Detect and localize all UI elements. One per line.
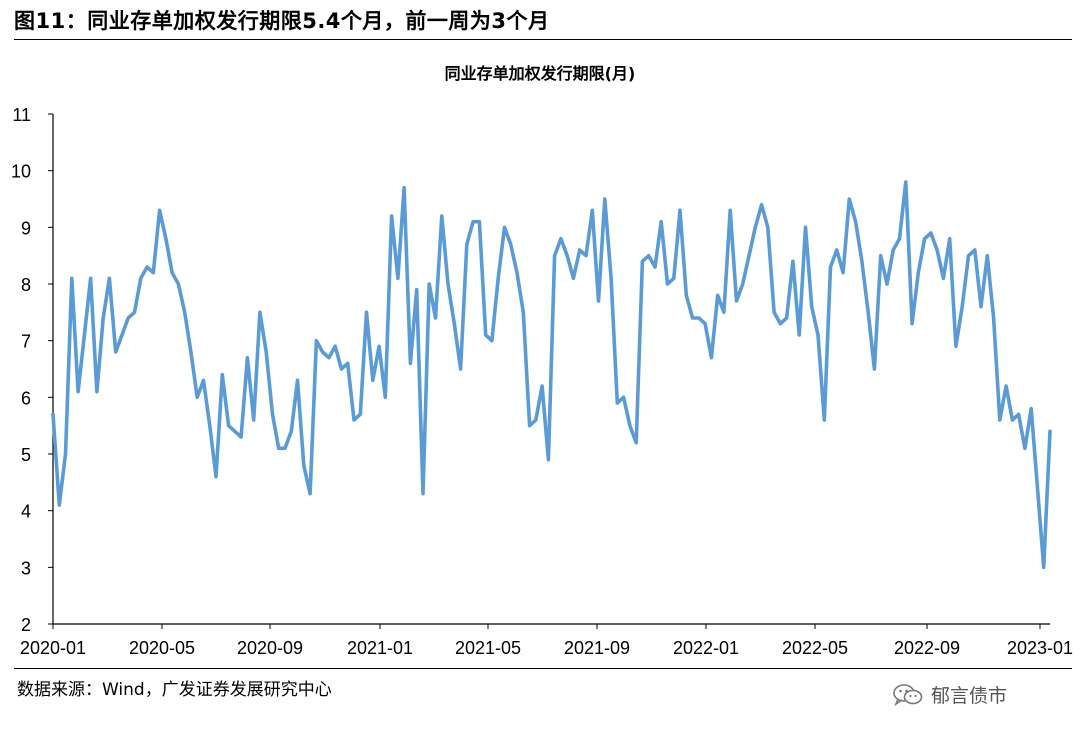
x-axis-ticks: 2020-01 2020-05 2020-09 2021-01 2021-05 2021-… <box>20 624 1073 658</box>
y-tick-label: 8 <box>21 275 31 295</box>
y-tick-label: 2 <box>21 615 31 635</box>
watermark: 郁言债市 <box>893 681 1007 708</box>
wechat-icon <box>893 683 923 707</box>
y-tick-label: 9 <box>21 218 31 238</box>
x-tick-label: 2020-05 <box>129 638 195 658</box>
x-tick-label: 2020-09 <box>237 638 303 658</box>
y-axis-ticks: 2 3 4 5 6 7 8 9 10 11 <box>11 105 53 635</box>
y-tick-label: 4 <box>21 502 31 522</box>
x-tick-label: 2021-01 <box>347 638 413 658</box>
y-tick-label: 3 <box>21 558 31 578</box>
series-layer <box>51 180 1052 570</box>
watermark-text: 郁言债市 <box>931 685 1008 707</box>
x-tick-label: 2023-01 <box>1007 638 1073 658</box>
chart-title: 同业存单加权发行期限(月) <box>444 64 636 83</box>
y-tick-label: 10 <box>11 162 31 182</box>
chart-axes <box>52 114 1050 625</box>
y-tick-label: 11 <box>12 105 31 125</box>
x-tick-label: 2021-09 <box>564 638 630 658</box>
series-line <box>51 180 1052 570</box>
x-tick-label: 2022-01 <box>673 638 739 658</box>
top-rule <box>14 39 1072 40</box>
x-tick-label: 2022-09 <box>894 638 960 658</box>
x-tick-label: 2021-05 <box>455 638 521 658</box>
y-tick-label: 5 <box>21 445 31 465</box>
source-note: 数据来源：Wind，广发证券发展研究中心 <box>17 680 332 700</box>
y-tick-label: 6 <box>21 388 31 408</box>
x-tick-label: 2020-01 <box>20 638 86 658</box>
x-tick-label: 2022-05 <box>782 638 848 658</box>
y-tick-label: 7 <box>21 332 31 352</box>
figure-title: 图11：同业存单加权发行期限5.4个月，前一周为3个月 <box>14 9 550 33</box>
bottom-rule <box>14 668 1072 669</box>
